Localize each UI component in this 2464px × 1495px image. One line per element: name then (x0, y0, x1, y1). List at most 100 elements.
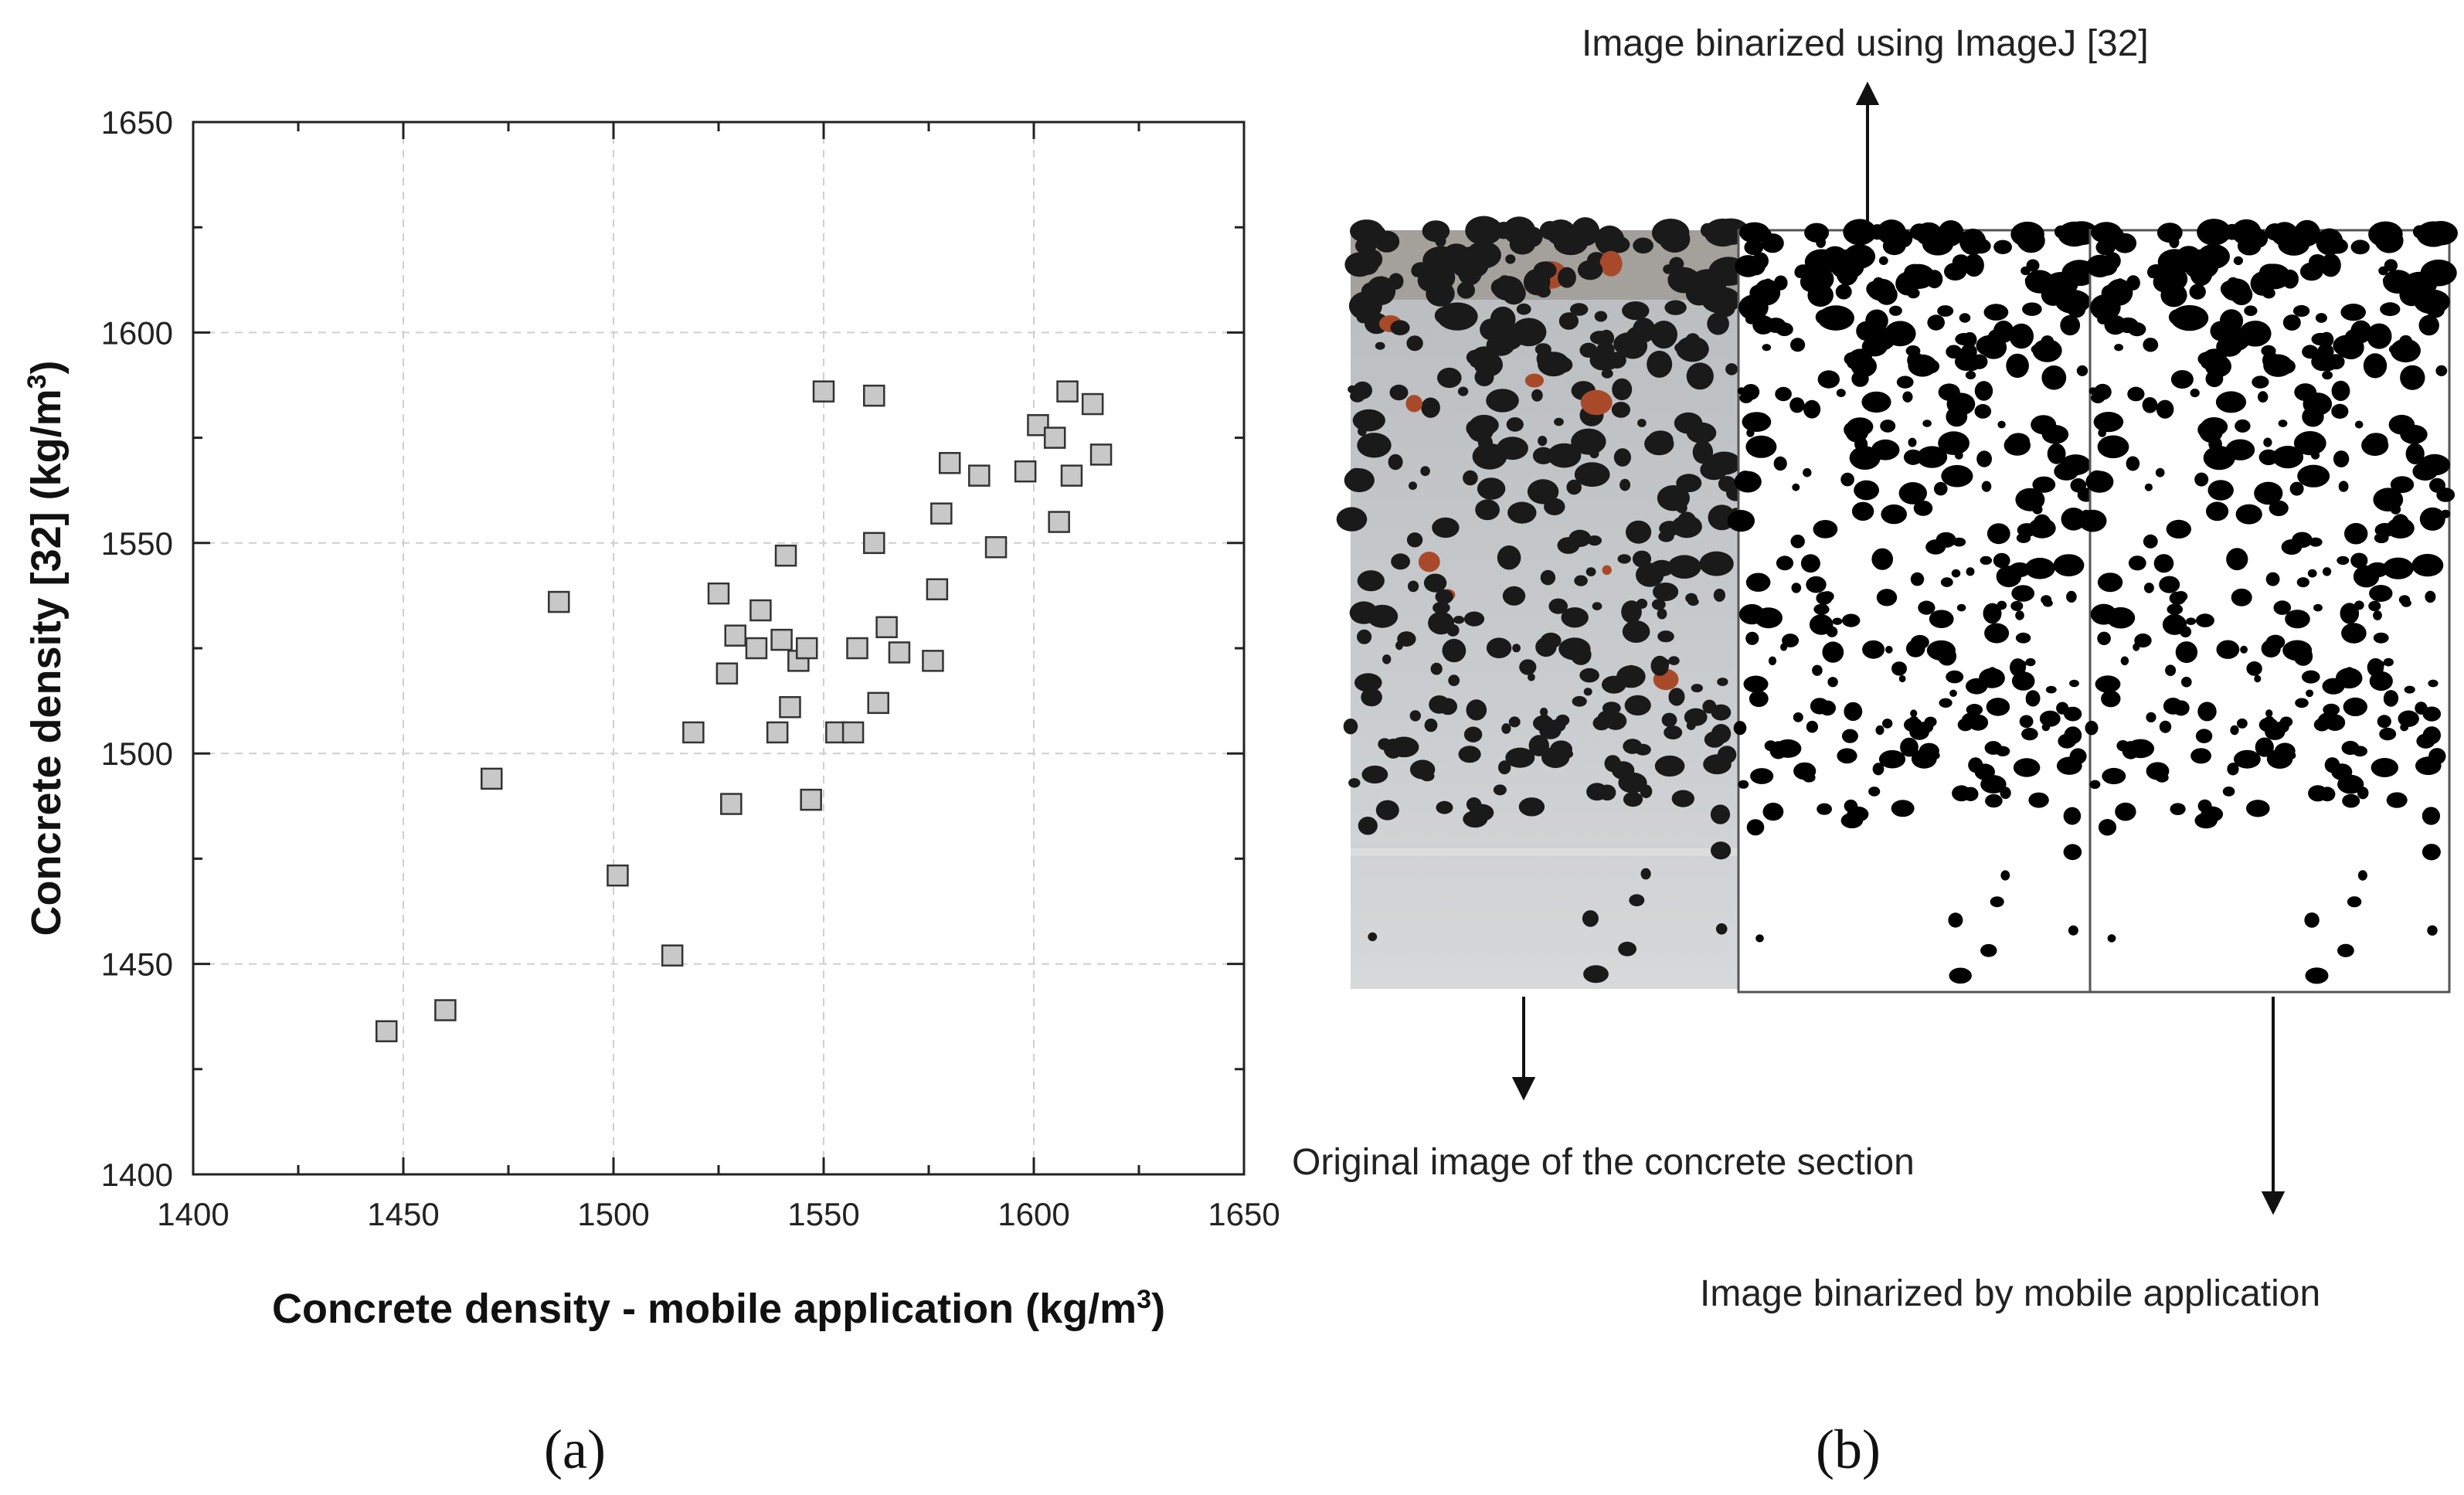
aggregate-particle (1718, 476, 1736, 492)
aggregate-particle (2159, 576, 2180, 593)
aggregate-particle (1983, 304, 2009, 321)
aggregate-particle (1844, 423, 1857, 437)
aggregate-particle (1790, 338, 1806, 352)
aggregate-particle (2304, 912, 2320, 928)
aggregate-particle (2157, 249, 2193, 275)
aggregate-particle (1985, 793, 2003, 808)
aggregate-particle (1570, 644, 1592, 665)
x-axis-title: Concrete density - mobile application (k… (272, 1285, 1165, 1332)
aggregate-particle (2097, 631, 2111, 645)
aggregate-particle (1463, 470, 1478, 486)
aggregate-particle (1960, 343, 1977, 360)
aggregate-particle (1589, 331, 1610, 345)
aggregate-particle (2063, 844, 2082, 861)
aggregate-particle (1585, 567, 1596, 576)
aggregate-particle (1889, 305, 1902, 316)
aggregate-particle (1512, 644, 1521, 653)
aggregate-particle (1862, 640, 1885, 659)
aggregate-particle (1937, 305, 1954, 317)
aggregate-particle (2170, 370, 2194, 389)
aggregate-particle (1375, 341, 1385, 350)
aggregate-particle (1840, 813, 1864, 829)
aggregate-particle (1637, 419, 1647, 427)
aggregate-particle (2323, 703, 2340, 716)
aggregate-particle (2277, 358, 2296, 374)
aggregate-particle (1910, 223, 1929, 241)
aggregate-particle (2011, 336, 2025, 346)
aggregate-particle (1421, 397, 1440, 418)
aggregate-particle (1931, 228, 1952, 250)
aggregate-particle (1572, 695, 1587, 707)
aggregate-particle (1954, 451, 1963, 460)
aggregate-particle (1702, 699, 1717, 714)
aggregate-particle (2068, 925, 2078, 936)
aggregate-particle (1875, 725, 1885, 736)
aggregate-particle (2013, 758, 2041, 777)
aggregate-particle (1835, 284, 1852, 300)
aggregate-particle (1837, 748, 1857, 764)
aggregate-particle (1793, 712, 1803, 722)
aggregate-particle (1558, 312, 1579, 330)
aggregate-particle (1951, 569, 1961, 578)
aggregate-particle (1727, 510, 1755, 532)
aggregate-particle (2197, 799, 2212, 813)
aggregate-particle (2041, 365, 2067, 390)
aggregate-particle (2148, 264, 2165, 277)
plot-frame (192, 121, 1246, 1176)
aggregate-particle (1790, 535, 1805, 549)
data-point (779, 696, 801, 719)
aggregate-particle (2285, 610, 2310, 629)
aggregate-particle (1966, 678, 1988, 695)
aggregate-particle (2194, 472, 2209, 487)
aggregate-particle (1505, 747, 1535, 768)
aggregate-particle (2127, 386, 2145, 402)
aggregate-particle (2369, 585, 2393, 602)
aggregate-particle (1929, 610, 1954, 628)
aggregate-particle (2216, 640, 2240, 659)
aggregate-particle (1596, 341, 1615, 359)
aggregate-particle (1878, 749, 1906, 769)
aggregate-particle (1548, 598, 1568, 614)
aggregate-particle (1877, 219, 1906, 245)
aggregate-particle (1966, 235, 1976, 244)
aggregate-particle (2422, 807, 2440, 825)
aggregate-particle (1904, 717, 1923, 732)
annotation-mobile: Image binarized by mobile application (1700, 1273, 2320, 1314)
aggregate-particle (1774, 739, 1802, 758)
aggregate-particle (1745, 314, 1758, 324)
aggregate-particle (2026, 259, 2040, 272)
panel-label-a: (a) (544, 1419, 606, 1480)
aggregate-particle (2195, 729, 2213, 743)
aggregate-particle (2053, 554, 2085, 576)
data-point (846, 637, 868, 660)
aggregate-particle (2303, 392, 2333, 416)
aggregate-particle (2097, 573, 2123, 593)
aggregate-particle (1813, 520, 1838, 539)
aggregate-particle (1463, 726, 1483, 742)
aggregate-particle (2337, 556, 2350, 566)
aggregate-particle (1348, 778, 1361, 788)
aggregate-particle (1538, 455, 1548, 464)
y-tick-label: 1600 (101, 314, 173, 351)
aggregate-particle (1350, 390, 1365, 403)
aggregate-particle (1457, 386, 1469, 396)
axis-ticks: 1400 1450 1500 1550 1600 1650 1400 1450 1500 1550… (101, 104, 1280, 1232)
aggregate-particle (2374, 234, 2393, 250)
aggregate-particle (1465, 216, 1503, 246)
aggregate-particle (1776, 556, 1794, 571)
aggregate-particle (2063, 807, 2082, 825)
data-point (682, 721, 705, 744)
aggregate-particle (1640, 784, 1653, 799)
aggregate-particle (1389, 384, 1409, 401)
aggregate-particle (1895, 271, 1920, 296)
aggregate-particle (2357, 787, 2369, 800)
aggregate-particle (1677, 511, 1697, 532)
aggregate-particle (2265, 709, 2273, 718)
aggregate-particle (1570, 303, 1589, 316)
aggregate-particle (2230, 725, 2239, 736)
aggregate-particle (2244, 305, 2258, 317)
aggregate-particle (1494, 222, 1513, 240)
aggregate-particle (2017, 234, 2034, 250)
aggregate-particle (1505, 254, 1516, 264)
aggregate-particle (1612, 378, 1633, 401)
